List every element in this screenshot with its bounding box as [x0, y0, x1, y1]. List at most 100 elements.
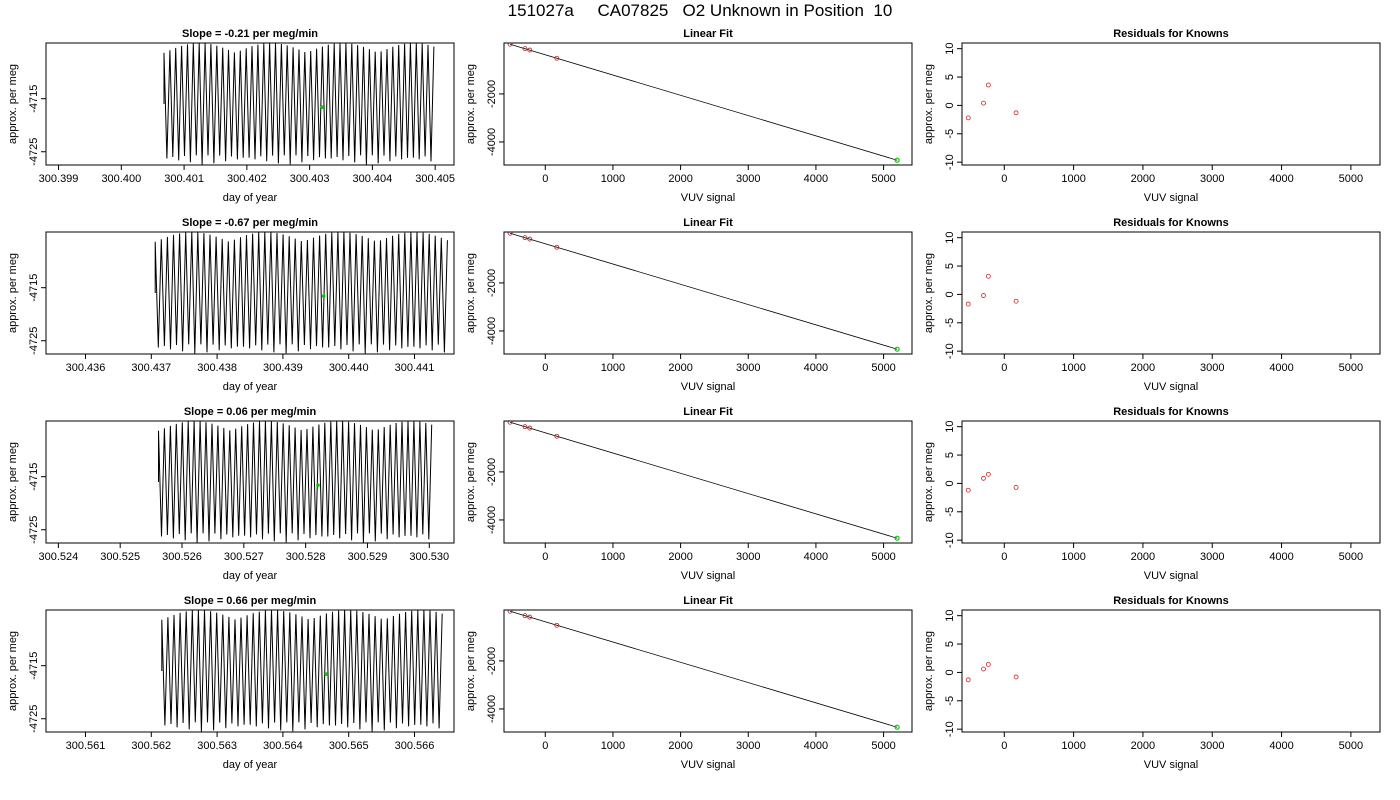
- data-point: [1013, 484, 1019, 490]
- plot-frame: [503, 420, 913, 544]
- series-line: [154, 232, 448, 354]
- data-point: [981, 666, 986, 672]
- y-tick-label: -5: [944, 318, 956, 328]
- highlight-point: [321, 294, 326, 298]
- x-tick-label: 0: [1001, 551, 1007, 563]
- x-tick-label: 300.404: [353, 173, 393, 185]
- y-tick-label: -4000: [486, 128, 498, 156]
- panel-title: Slope = -0.67 per meg/min: [182, 217, 318, 229]
- x-tick-label: 1000: [1061, 740, 1085, 752]
- x-tick-label: 300.436: [66, 362, 106, 374]
- data-point: [1013, 298, 1019, 304]
- y-axis-label: approx. per meg: [923, 64, 935, 144]
- plot-area: [507, 43, 900, 163]
- x-tick-label: 5000: [1339, 551, 1363, 563]
- x-axis-label: day of year: [223, 381, 278, 393]
- chart-panel-3: Residuals for Knowns 0 1000 2000 3000 4000 500…: [923, 28, 1381, 204]
- plot-area: [965, 82, 1019, 121]
- x-axis-label: VUV signal: [1144, 381, 1198, 393]
- y-tick-label: 10: [944, 232, 956, 244]
- y-axis-label: approx. per meg: [7, 631, 19, 711]
- plot-frame: [45, 42, 455, 166]
- x-tick-label: 300.564: [263, 740, 303, 752]
- data-point: [981, 100, 986, 106]
- plot-area: [163, 43, 435, 165]
- x-tick-label: 300.565: [329, 740, 369, 752]
- x-tick-label: 4000: [1269, 173, 1293, 185]
- x-tick-label: 300.402: [227, 173, 267, 185]
- chart-panel-6: Residuals for Knowns 0 1000 2000 3000 4000 500…: [923, 217, 1381, 393]
- x-tick-label: 4000: [804, 173, 828, 185]
- highlight-point: [320, 105, 324, 109]
- y-tick-label: -10: [944, 721, 956, 737]
- y-axis-label: approx. per meg: [465, 442, 477, 522]
- data-point: [985, 662, 991, 667]
- x-tick-label: 5000: [1339, 740, 1363, 752]
- panel-title: Linear Fit: [683, 28, 733, 40]
- plot-frame: [503, 609, 913, 733]
- plot-area: [965, 662, 1019, 683]
- data-point: [985, 273, 991, 279]
- data-point: [965, 301, 971, 307]
- y-tick-label: 0: [944, 669, 956, 675]
- plot-area: [161, 610, 443, 732]
- data-point: [554, 244, 560, 250]
- x-tick-label: 0: [1001, 173, 1007, 185]
- y-tick-label: -5: [944, 129, 956, 139]
- y-tick-label: -4725: [28, 138, 40, 166]
- y-tick-label: -2000: [486, 80, 498, 108]
- highlight-point: [324, 672, 329, 676]
- plot-frame: [961, 609, 1381, 733]
- y-tick-label: 5: [944, 641, 956, 647]
- x-tick-label: 300.399: [39, 173, 79, 185]
- y-axis-label: approx. per meg: [465, 631, 477, 711]
- x-tick-label: 300.438: [197, 362, 237, 374]
- x-tick-label: 300.441: [395, 362, 435, 374]
- plot-area: [158, 421, 433, 543]
- x-axis-label: VUV signal: [681, 381, 735, 393]
- chart-panel-5: Linear Fit 0 1000 2000 3000 4000 5000 -2000 -400…: [465, 217, 913, 393]
- x-tick-label: 1000: [601, 740, 625, 752]
- data-point: [507, 421, 513, 425]
- x-tick-label: 2000: [668, 740, 692, 752]
- x-tick-label: 2000: [668, 551, 692, 563]
- x-tick-label: 3000: [1200, 362, 1224, 374]
- y-tick-label: -4000: [486, 695, 498, 723]
- y-tick-label: 5: [944, 452, 956, 458]
- y-tick-label: -4725: [28, 516, 40, 544]
- x-tick-label: 2000: [1131, 740, 1155, 752]
- data-point: [527, 614, 533, 620]
- y-tick-label: -2000: [486, 458, 498, 486]
- data-point: [981, 293, 986, 298]
- plot-frame: [961, 42, 1381, 166]
- x-tick-label: 300.401: [164, 173, 204, 185]
- x-tick-label: 2000: [668, 173, 692, 185]
- fit-line: [509, 232, 898, 350]
- x-tick-label: 3000: [736, 173, 760, 185]
- x-tick-label: 3000: [736, 551, 760, 563]
- y-tick-label: 10: [944, 43, 956, 55]
- plot-area: [507, 610, 900, 730]
- plot-area: [507, 421, 900, 541]
- y-tick-label: 5: [944, 74, 956, 80]
- x-tick-label: 0: [542, 551, 548, 563]
- y-tick-label: -2000: [486, 269, 498, 297]
- panel-title: Residuals for Knowns: [1113, 595, 1229, 607]
- x-tick-label: 300.566: [395, 740, 435, 752]
- x-tick-label: 0: [1001, 740, 1007, 752]
- y-axis-label: approx. per meg: [923, 442, 935, 522]
- y-tick-label: 5: [944, 263, 956, 269]
- x-tick-label: 300.530: [409, 551, 449, 563]
- x-tick-label: 4000: [1269, 740, 1293, 752]
- y-axis-label: approx. per meg: [923, 253, 935, 333]
- y-axis-label: approx. per meg: [7, 253, 19, 333]
- data-point: [507, 610, 513, 614]
- chart-panel-12: Residuals for Knowns 0 1000 2000 3000 4000 500…: [923, 595, 1381, 771]
- x-tick-label: 5000: [871, 362, 895, 374]
- figure-title: 151027a CA07825 O2 Unknown in Position 1…: [507, 1, 893, 20]
- y-tick-label: -4715: [28, 652, 40, 680]
- x-tick-label: 300.400: [101, 173, 141, 185]
- chart-panel-11: Linear Fit 0 1000 2000 3000 4000 5000 -2000 -400…: [465, 595, 913, 771]
- series-line: [158, 421, 433, 543]
